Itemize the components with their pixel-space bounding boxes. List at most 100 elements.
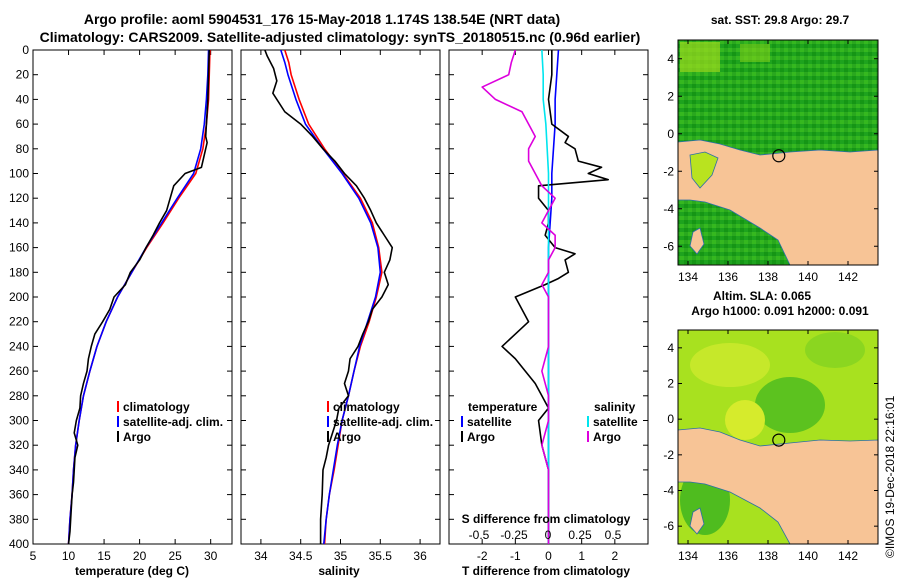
lat-tick-label: -4: [663, 202, 674, 216]
argo-position-marker: [772, 149, 786, 163]
y-tick-label: 400: [9, 537, 29, 551]
imos-watermark: ©IMOS 19-Dec-2018 22:16:01: [883, 395, 897, 558]
lat-tick-label: 4: [667, 341, 674, 355]
s-tick: 0.25: [568, 528, 592, 542]
sla-high-region: [690, 343, 770, 387]
legend-satellite-label: satellite-adj. clim.: [123, 415, 223, 429]
salinity-legend: climatology satellite-adj. clim. Argo: [327, 400, 433, 444]
sst-map-title: sat. SST: 29.8 Argo: 29.7: [711, 13, 850, 27]
y-tick-label: 180: [9, 265, 29, 279]
sst-land: [678, 139, 878, 265]
lon-tick-label: 142: [838, 270, 858, 284]
lon-tick-label: 134: [678, 549, 698, 563]
y-tick-label: 120: [9, 191, 29, 205]
salinity-lines: [264, 50, 394, 544]
legend-argo-label: Argo: [123, 430, 151, 444]
difference-lines: [481, 50, 610, 544]
x-tick-label: 2: [611, 549, 618, 563]
series-t-satellite: [547, 50, 560, 544]
s-tick: -0.25: [500, 528, 528, 542]
difference-panel: -2 -1 0 1 2 S difference from climatology -0…: [448, 49, 649, 578]
legend-s-satellite-label: satellite: [593, 415, 638, 429]
lat-tick-label: 2: [667, 377, 674, 391]
temperature-lines: [67, 50, 211, 544]
lat-tick-label: -4: [663, 484, 674, 498]
sla-map-subtitle: Argo h1000: 0.091 h2000: 0.091: [691, 304, 869, 318]
series-climatology: [67, 50, 211, 544]
sst-map-lon-ticks: 134 136 138 140 142: [678, 40, 858, 284]
salinity-xlabel: salinity: [318, 564, 360, 578]
y-tick-label: 60: [16, 117, 30, 131]
lon-tick-label: 138: [758, 270, 778, 284]
y-tick-label: 360: [9, 488, 29, 502]
y-tick-label: 260: [9, 364, 29, 378]
sla-map-frame: [677, 329, 879, 545]
legend-climatology-label: climatology: [333, 400, 400, 414]
y-tick-label: 160: [9, 241, 29, 255]
salinity-axes-frame: [240, 49, 441, 545]
sla-island: [689, 507, 705, 535]
sla-low-region: [755, 377, 825, 433]
temperature-legend: climatology satellite-adj. clim. Argo: [117, 400, 223, 444]
lon-tick-label: 134: [678, 270, 698, 284]
lon-tick-label: 140: [798, 549, 818, 563]
legend-t-satellite-label: satellite: [467, 415, 512, 429]
x-tick-label: 34: [254, 549, 268, 563]
series-satellite-adj-clim-: [280, 50, 382, 544]
x-tick-label: 5: [30, 549, 37, 563]
s-difference-label: S difference from climatology: [462, 512, 631, 526]
sst-warm-patch: [740, 44, 770, 62]
y-tick-label: 80: [16, 142, 30, 156]
y-tick-label: 320: [9, 438, 29, 452]
y-tick-label: 220: [9, 315, 29, 329]
s-tick: 0: [545, 528, 552, 542]
legend-s-argo-label: Argo: [593, 430, 621, 444]
legend-salinity-title: salinity: [594, 400, 636, 414]
lon-tick-label: 138: [758, 549, 778, 563]
lat-tick-label: -2: [663, 164, 674, 178]
legend-t-argo-label: Argo: [467, 430, 495, 444]
temperature-axes-frame: [32, 49, 233, 545]
sst-map-field: [678, 40, 878, 265]
sst-map-frame: [677, 39, 879, 266]
difference-legend: temperature satellite Argo salinity sate…: [461, 400, 638, 444]
title-line-1: Argo profile: aoml 5904531_176 15-May-20…: [84, 11, 560, 27]
y-tick-label: 140: [9, 216, 29, 230]
sla-land: [678, 427, 878, 544]
lat-tick-label: 4: [667, 52, 674, 66]
s-tick: 0.5: [605, 528, 622, 542]
y-tick-label: 200: [9, 290, 29, 304]
series-argo: [67, 50, 211, 544]
x-tick-label: 34.5: [289, 549, 313, 563]
sla-map-lat-ticks: 4 2 0 -2 -4 -6: [663, 341, 878, 533]
temperature-xlabel: temperature (deg C): [75, 564, 189, 578]
y-tick-label: 380: [9, 512, 29, 526]
lat-tick-label: 2: [667, 89, 674, 103]
legend-climatology-label: climatology: [123, 400, 190, 414]
lat-tick-label: -6: [663, 519, 674, 533]
s-difference-tick-labels: -0.5 -0.25 0 0.25 0.5: [469, 528, 622, 542]
x-tick-label: 20: [133, 549, 147, 563]
salinity-tick-labels: 34 34.5 35 35.5 36: [241, 49, 440, 563]
lon-tick-label: 140: [798, 270, 818, 284]
lon-tick-label: 136: [718, 549, 738, 563]
sst-map: sat. SST: 29.8 Argo: 29.7 420-2-4-6 134 1…: [663, 13, 879, 284]
y-tick-label: 100: [9, 167, 29, 181]
x-tick-label: 35.5: [369, 549, 393, 563]
x-tick-label: 35: [334, 549, 348, 563]
lat-tick-label: 0: [667, 127, 674, 141]
x-tick-label: 25: [168, 549, 182, 563]
sla-high-region: [725, 400, 765, 440]
y-tick-label: 340: [9, 463, 29, 477]
sst-warm-patch: [680, 42, 720, 72]
series-satellite-adj-clim-: [67, 50, 210, 544]
x-tick-label: 15: [97, 549, 111, 563]
legend-argo-label: Argo: [333, 430, 361, 444]
x-tick-label: 30: [204, 549, 218, 563]
series-s-satellite: [541, 50, 550, 544]
y-tick-label: 280: [9, 389, 29, 403]
lat-tick-label: -2: [663, 448, 674, 462]
t-difference-xlabel: T difference from climatology: [462, 564, 630, 578]
x-tick-label: 0: [545, 549, 552, 563]
